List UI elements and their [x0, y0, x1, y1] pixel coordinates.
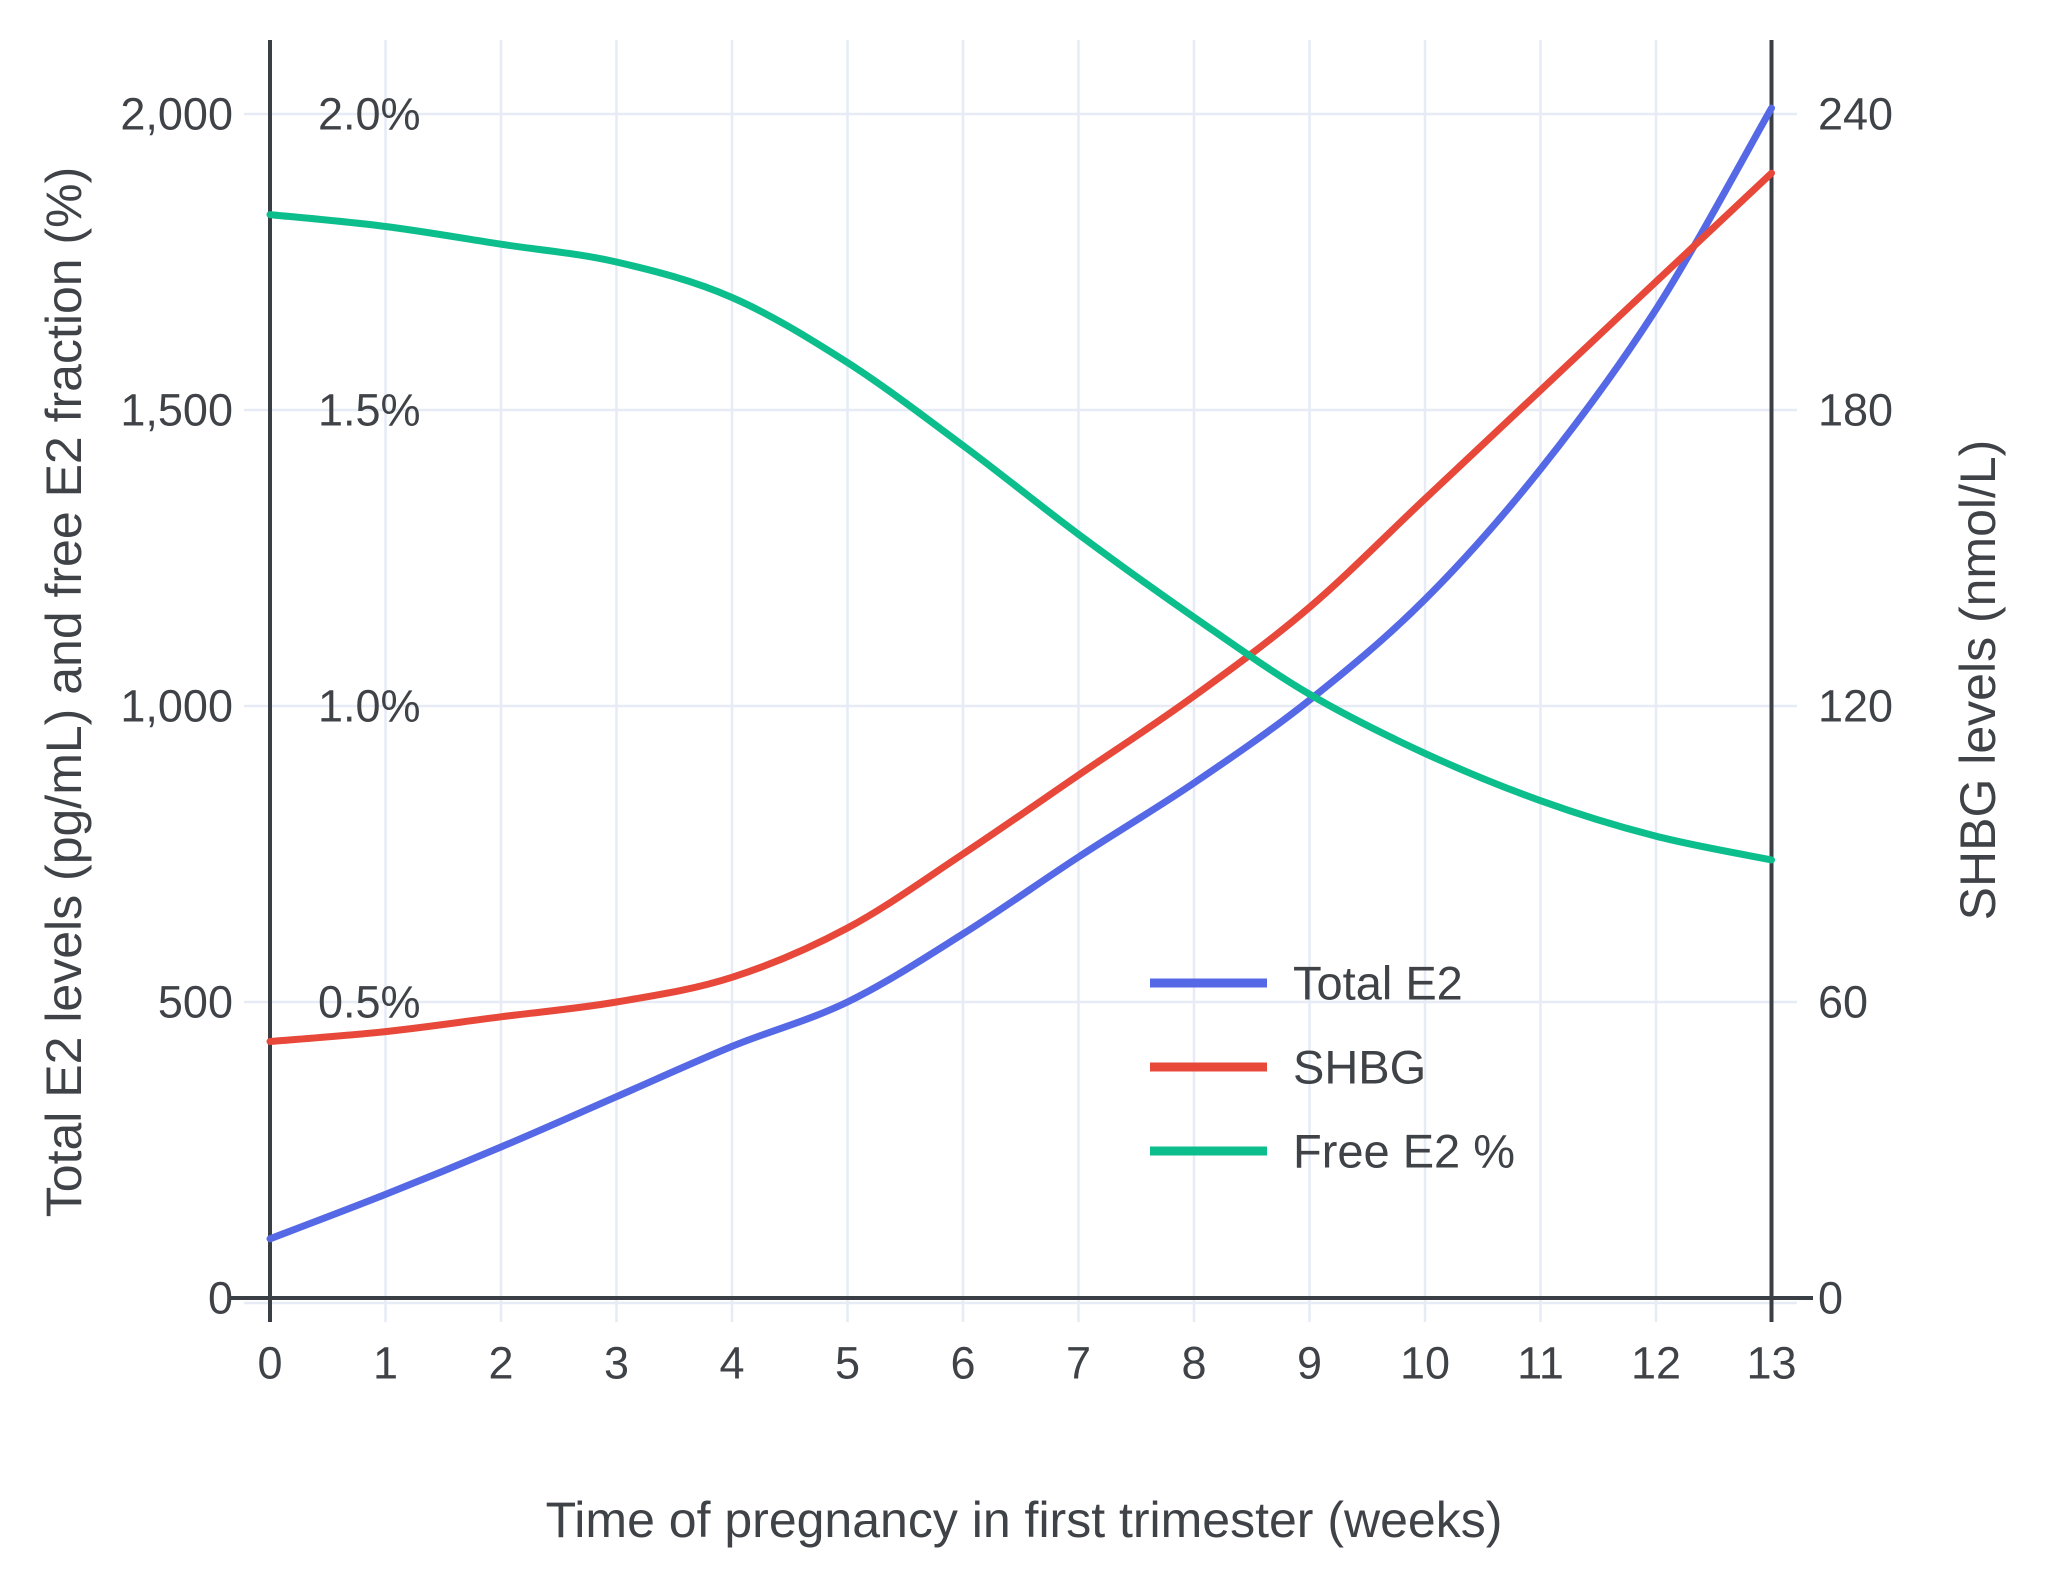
right-y-tick-label: 60 — [1818, 977, 1868, 1028]
axes — [228, 40, 1813, 1322]
left-y-tick-label: 1,500 — [120, 385, 233, 436]
legend-label-shbg: SHBG — [1293, 1041, 1426, 1094]
x-tick-label: 4 — [719, 1338, 744, 1389]
legend-item-free-e2-pct: Free E2 % — [1150, 1125, 1515, 1178]
legend-label-free-e2-pct: Free E2 % — [1293, 1125, 1515, 1178]
left-y-tick-label: 0 — [208, 1273, 233, 1324]
x-axis-title: Time of pregnancy in first trimester (we… — [546, 1492, 1503, 1548]
left-y-tick-label: 2,000 — [120, 89, 233, 140]
right-y-tick-label: 240 — [1818, 89, 1893, 140]
x-tick-label: 6 — [950, 1338, 975, 1389]
x-tick-label: 8 — [1181, 1338, 1206, 1389]
left-y-tick-label: 1,000 — [120, 681, 233, 732]
percent-tick-label: 2.0% — [318, 89, 421, 140]
series-line-total-e2 — [266, 104, 1775, 1243]
x-tick-label: 10 — [1400, 1338, 1450, 1389]
legend-item-total-e2: Total E2 — [1150, 957, 1463, 1010]
x-tick-label: 5 — [835, 1338, 860, 1389]
x-tick-label: 12 — [1631, 1338, 1681, 1389]
right-y-tick-label: 0 — [1818, 1273, 1843, 1324]
left-y-axis-title: Total E2 levels (pg/mL) and free E2 frac… — [36, 167, 92, 1217]
x-tick-label: 1 — [373, 1338, 398, 1389]
x-tick-label: 11 — [1517, 1338, 1564, 1389]
right-y-axis-title: SHBG levels (nmol/L) — [1950, 440, 2006, 921]
legend-item-shbg: SHBG — [1150, 1041, 1426, 1094]
x-tick-label: 13 — [1746, 1338, 1796, 1389]
right-y-tick-label: 180 — [1818, 385, 1893, 436]
gridlines — [244, 40, 1797, 1322]
series-curves — [266, 104, 1775, 1243]
x-tick-label: 0 — [257, 1338, 282, 1389]
tick-labels: 05001,0001,5002,0000.5%1.0%1.5%2.0%06012… — [120, 89, 1893, 1389]
percent-tick-label: 1.5% — [318, 385, 421, 436]
x-tick-label: 3 — [604, 1338, 629, 1389]
percent-tick-label: 1.0% — [318, 681, 421, 732]
x-tick-label: 2 — [488, 1338, 513, 1389]
series-line-free-e2- — [266, 211, 1775, 864]
x-tick-label: 9 — [1297, 1338, 1322, 1389]
right-y-tick-label: 120 — [1818, 681, 1893, 732]
percent-tick-label: 0.5% — [318, 977, 421, 1028]
left-y-tick-label: 500 — [158, 977, 233, 1028]
legend: Total E2 SHBG Free E2 % — [1150, 957, 1515, 1178]
x-tick-label: 7 — [1066, 1338, 1091, 1389]
legend-label-total-e2: Total E2 — [1293, 957, 1463, 1010]
series-line-shbg — [266, 169, 1775, 1045]
